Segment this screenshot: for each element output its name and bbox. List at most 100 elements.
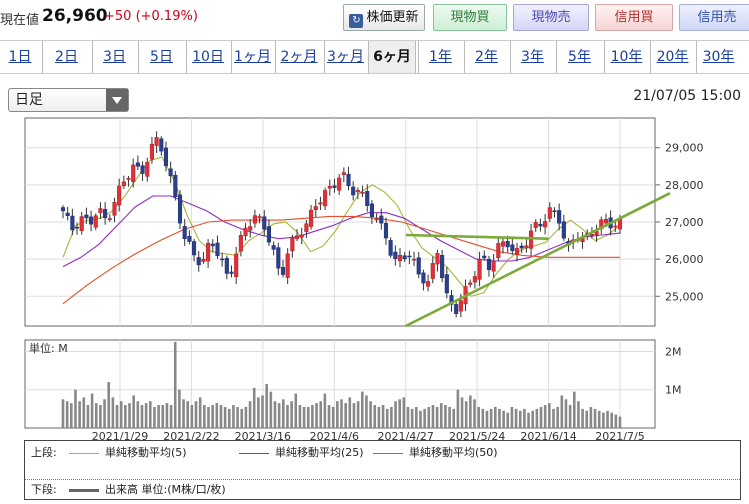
volume-bar [169, 405, 173, 428]
candle-body [552, 210, 557, 212]
candle-body [341, 172, 346, 175]
legend-ma50-label: 単純移動平均(50) [409, 446, 498, 459]
volume-bar [194, 401, 198, 428]
tab-15[interactable]: 30年 [696, 41, 740, 73]
candle-body [491, 260, 496, 272]
volume-bar [302, 406, 306, 428]
candle-body [84, 214, 89, 219]
candle-body [332, 185, 337, 188]
tab-12[interactable]: 5年 [556, 41, 602, 73]
volume-bar [74, 389, 77, 428]
candle-body [126, 178, 131, 180]
volume-bar [232, 405, 235, 428]
candle-body [412, 258, 417, 261]
tab-1[interactable]: 2日 [42, 41, 90, 73]
refresh-price-button[interactable]: ↻ 株価更新 [343, 4, 425, 31]
tab-2[interactable]: 3日 [92, 41, 136, 73]
candle-body [369, 203, 374, 217]
volume-bar [543, 405, 547, 428]
interval-select[interactable]: 日足 [8, 88, 129, 112]
candle-body [121, 181, 126, 187]
volume-bar [410, 408, 414, 428]
price-tick-label: 28,000 [665, 179, 704, 192]
candle-body [388, 240, 393, 256]
volume-bar [124, 405, 127, 428]
margin-buy-button[interactable]: 信用買 [595, 4, 673, 31]
cash-sell-button[interactable]: 現物売 [513, 4, 589, 31]
candle-body [60, 207, 66, 212]
volume-bar [581, 408, 584, 428]
candle-body [360, 191, 365, 194]
volume-bar [602, 412, 605, 428]
ma5-swatch [69, 452, 99, 454]
volume-bar [381, 405, 385, 428]
candle-body [70, 215, 75, 231]
candle-body [79, 216, 84, 231]
candle-body [238, 235, 243, 252]
candle-body [440, 255, 445, 279]
tab-13[interactable]: 10年 [604, 41, 648, 73]
tab-6[interactable]: 2ヶ月 [275, 41, 322, 73]
tab-14[interactable]: 20年 [650, 41, 694, 73]
candle-body [304, 223, 309, 232]
volume-bar [215, 403, 219, 428]
volume-bar [539, 406, 543, 428]
candle-body [257, 216, 262, 219]
volume-bar [140, 405, 144, 428]
tab-10[interactable]: 2年 [464, 41, 508, 73]
volume-bar [311, 405, 314, 428]
legend-ma5: 単純移動平均(5) [69, 443, 187, 463]
volume-bar [498, 408, 501, 428]
volume-bar [506, 412, 510, 428]
volume-bar [153, 406, 156, 428]
candle-body [327, 186, 332, 189]
candle-body [103, 209, 108, 219]
candle-body [145, 162, 150, 177]
current-price: 26,960 [42, 6, 108, 26]
tab-9[interactable]: 1年 [418, 41, 462, 73]
trendline-resistance [405, 233, 549, 241]
candle-body [589, 234, 594, 236]
volume-bar [373, 405, 377, 428]
volume-bar [269, 391, 273, 428]
volume-bar [336, 401, 339, 428]
volume-bar [173, 341, 177, 428]
candle-body [117, 185, 122, 206]
candle-body [177, 194, 183, 224]
tab-8[interactable]: 6ヶ月 [368, 41, 416, 73]
candle-body [337, 177, 342, 191]
margin-sell-button[interactable]: 信用売 [679, 4, 749, 31]
legend-upper-row: 上段: 単純移動平均(5) 単純移動平均(25) 単純移動平均(50) [25, 443, 740, 463]
tab-0[interactable]: 1日 [8, 49, 32, 65]
volume-bar [186, 401, 190, 428]
chart-legend: 上段: 単純移動平均(5) 単純移動平均(25) 単純移動平均(50) 下段: … [24, 440, 741, 500]
cash-buy-button[interactable]: 現物買 [433, 4, 507, 31]
volume-bar [244, 406, 248, 428]
tab-11[interactable]: 3年 [510, 41, 554, 73]
tab-4[interactable]: 10日 [186, 41, 229, 73]
volume-bar [211, 405, 214, 428]
volume-bar [464, 401, 468, 428]
volume-bar [560, 395, 564, 428]
tab-5[interactable]: 1ヶ月 [231, 41, 273, 73]
candle-body [514, 248, 520, 255]
ma25-swatch [239, 452, 269, 454]
candle-body [355, 190, 360, 193]
candle-body [407, 255, 412, 258]
tab-3[interactable]: 5日 [138, 41, 184, 73]
volume-bar [257, 397, 260, 428]
volume-bar [489, 408, 493, 428]
candle-body [613, 225, 618, 228]
legend-ma5-label: 単純移動平均(5) [105, 446, 187, 459]
legend-ma25: 単純移動平均(25) [239, 443, 364, 463]
volume-swatch [69, 488, 99, 492]
volume-bar [286, 405, 289, 428]
volume-bar [356, 401, 360, 428]
volume-bar [439, 403, 443, 428]
volume-bar [94, 403, 98, 428]
volume-bar [236, 406, 239, 428]
volume-bar [415, 406, 418, 428]
candle-body [402, 255, 407, 260]
tab-7[interactable]: 3ヶ月 [324, 41, 366, 73]
volume-bar [90, 393, 94, 428]
